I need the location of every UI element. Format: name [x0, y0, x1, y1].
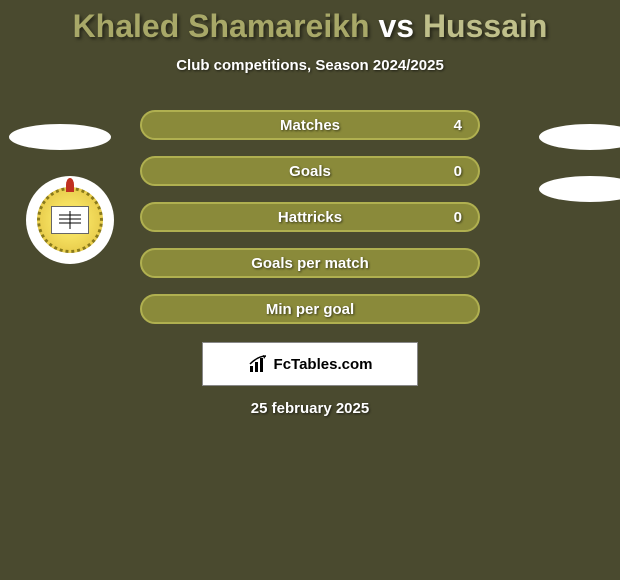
- stat-value: 0: [454, 163, 462, 180]
- stat-label: Hattricks: [278, 209, 342, 226]
- stat-row-hattricks: Hattricks 0: [140, 202, 480, 232]
- stat-value: 4: [454, 117, 462, 134]
- stat-label: Min per goal: [266, 301, 354, 318]
- player1-placeholder-oval: [9, 124, 111, 150]
- stat-label: Matches: [280, 117, 340, 134]
- stat-label: Goals per match: [251, 255, 369, 272]
- club-badge: [26, 176, 114, 264]
- subtitle: Club competitions, Season 2024/2025: [0, 57, 620, 74]
- badge-torch-icon: [66, 178, 74, 192]
- player2-name: Hussain: [423, 8, 547, 44]
- player1-name: Khaled Shamareikh: [73, 8, 370, 44]
- page-title: Khaled Shamareikh vs Hussain: [0, 8, 620, 45]
- vs-text: vs: [378, 8, 414, 44]
- fctables-logo[interactable]: FcTables.com: [202, 342, 418, 386]
- stat-row-goals: Goals 0: [140, 156, 480, 186]
- stat-row-matches: Matches 4: [140, 110, 480, 140]
- stat-row-min-per-goal: Min per goal: [140, 294, 480, 324]
- stat-label: Goals: [289, 163, 331, 180]
- stat-value: 0: [454, 209, 462, 226]
- badge-book-icon: [51, 206, 89, 234]
- bar-chart-icon: [248, 354, 270, 374]
- club-badge-inner: [37, 187, 103, 253]
- logo-text: FcTables.com: [274, 356, 373, 373]
- stat-row-goals-per-match: Goals per match: [140, 248, 480, 278]
- date-text: 25 february 2025: [0, 400, 620, 417]
